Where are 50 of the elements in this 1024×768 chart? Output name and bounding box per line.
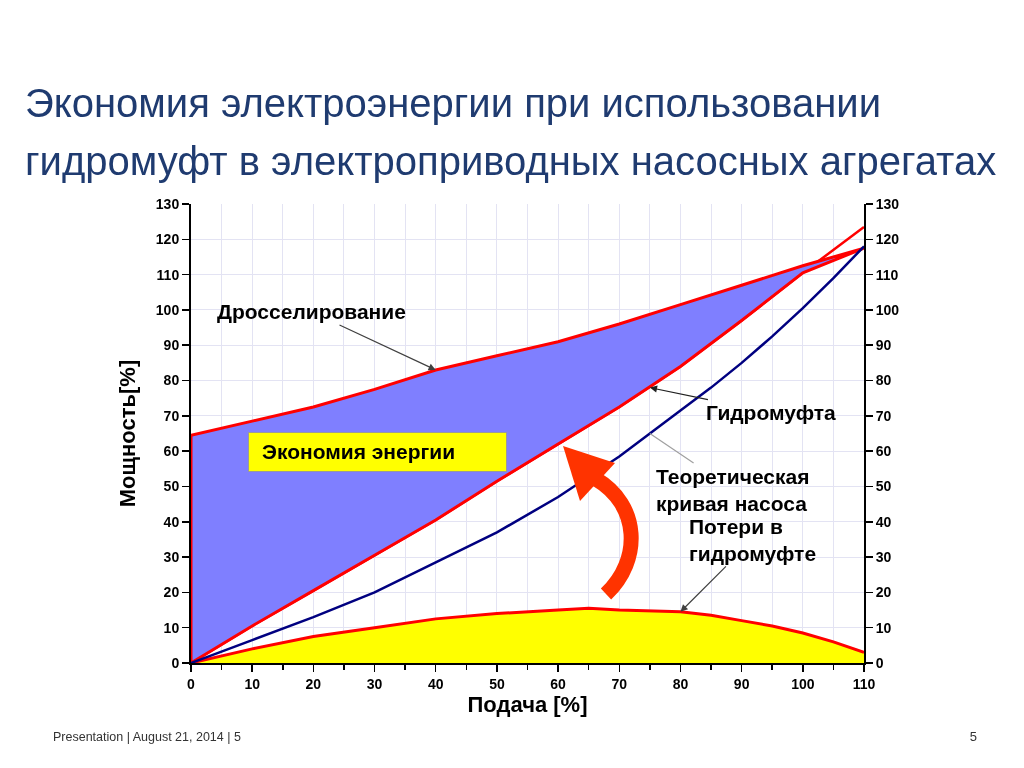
text: 5 [969,729,977,744]
annotation: Гидромуфта [706,401,837,424]
text: Presentation | August 21, 2014 | 5 [53,730,241,744]
y-tick-label: 20 [163,584,180,601]
y-tick-label: 100 [155,301,180,318]
y-tick-label: 30 [163,548,180,565]
annotation: Дросселирование [217,300,406,323]
y-tick-label: 80 [163,372,180,389]
y2-tick-label: 110 [875,266,899,283]
y2-tick-label: 130 [875,195,900,212]
y2-tick-label: 120 [875,231,900,248]
x-tick-label: 60 [550,675,567,692]
x-tick-label: 40 [427,675,444,692]
y2-tick-label: 50 [875,478,892,495]
x-tick-label: 30 [366,675,383,692]
annotation: Теоретическая кривая насоса [656,465,810,516]
y-tick-label: 120 [155,231,180,248]
annotation: Потери в гидромуфте [689,515,817,566]
y-tick-label: 110 [156,266,180,283]
y2-tick-label: 0 [875,654,884,671]
y2-tick-label: 20 [875,584,892,601]
x-tick-label: 10 [244,675,261,692]
y2-tick-label: 10 [875,619,892,636]
chart-title: Экономия электроэнергии при использовании гидромуфт в электроприводных насосных агрегатах [25,80,998,185]
y2-tick-label: 30 [875,548,892,565]
y2-tick-label: 100 [875,301,900,318]
x-axis-title: Подача [%] [467,691,588,717]
y-tick-label: 70 [163,407,180,424]
x-tick-label: 100 [791,675,815,692]
x-tick-label: 0 [187,675,196,692]
x-tick-label: 80 [672,675,689,692]
y-tick-label: 60 [163,443,180,460]
y2-tick-label: 70 [875,407,892,424]
x-tick-label: 110 [852,675,876,692]
y-tick-label: 40 [163,513,180,530]
y2-tick-label: 60 [875,443,892,460]
x-tick-label: 70 [611,675,628,692]
annotation: Экономия энергии [262,440,456,464]
y2-tick-label: 40 [875,513,892,530]
y-tick-label: 90 [163,337,180,354]
x-tick-label: 20 [305,675,322,692]
y-tick-label: 50 [163,478,180,495]
x-tick-label: 50 [489,675,505,692]
y-tick-label: 0 [171,654,180,671]
y2-tick-label: 80 [875,372,892,389]
x-tick-label: 90 [733,675,750,692]
y-tick-label: 10 [163,619,180,636]
y-axis-title: Мощность[%] [115,359,141,508]
y2-tick-label: 90 [875,337,892,354]
y-tick-label: 130 [155,195,180,212]
